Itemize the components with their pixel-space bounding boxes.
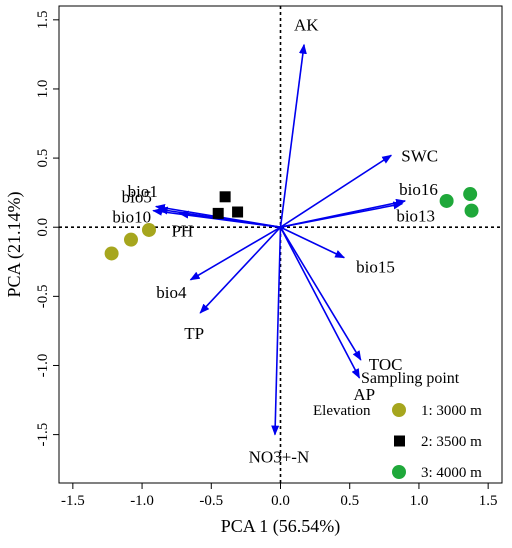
legend-marker-series-1	[392, 403, 406, 417]
x-tick-label: -1.0	[130, 493, 154, 509]
vector-bio4	[189, 226, 281, 281]
legend-label-series-1: 1: 3000 m	[421, 403, 482, 419]
sample-point-series-2	[212, 207, 224, 219]
sample-point-series-1	[104, 246, 119, 261]
sample-point-series-1	[141, 222, 156, 237]
x-tick-label: 0.0	[271, 493, 290, 509]
y-tick-label: -1.5	[35, 423, 51, 447]
vector-no3-n	[271, 227, 282, 436]
vector-bio15	[280, 226, 346, 259]
vector-label-bio1: bio1	[128, 182, 158, 201]
vector-label-bio5: bio5	[122, 187, 152, 206]
x-tick-label: 0.5	[340, 493, 359, 509]
sample-point-series-3	[463, 187, 478, 202]
y-tick-label: -1.0	[35, 354, 51, 378]
sample-point-series-2	[219, 191, 231, 203]
legend-marker-series-3	[392, 465, 406, 479]
vector-bio10	[152, 207, 281, 229]
sample-point-series-3	[464, 203, 479, 218]
y-tick-label: -0.5	[35, 284, 51, 308]
vector-label-ak: AK	[294, 16, 319, 35]
x-tick-label: -0.5	[199, 493, 223, 509]
legend-subtitle: Elevation	[313, 403, 371, 419]
vector-label-bio10: bio10	[112, 208, 151, 227]
legend-marker-series-2	[394, 435, 405, 447]
vector-swc	[280, 154, 393, 228]
x-axis-title: PCA 1 (56.54%)	[221, 516, 341, 537]
vector-label-swc: SWC	[401, 146, 438, 165]
vector-label-tp: TP	[184, 324, 204, 343]
x-tick-label: 1.0	[410, 493, 429, 509]
vector-ak	[279, 43, 307, 228]
legend-title: Sampling point	[361, 370, 460, 387]
sample-point-series-1	[123, 232, 138, 247]
sample-point-series-2	[232, 206, 244, 218]
vector-label-bio13: bio13	[396, 207, 435, 226]
sample-point-series-3	[439, 193, 454, 208]
y-tick-label: 1.5	[35, 10, 51, 29]
vector-label-ap: AP	[353, 385, 375, 404]
legend-label-series-2: 2: 3500 m	[421, 434, 482, 450]
y-axis-title: PCA (21.14%)	[4, 191, 25, 297]
vector-label-bio15: bio15	[356, 258, 395, 277]
vector-toc	[279, 226, 362, 361]
y-tick-label: 0.5	[35, 149, 51, 168]
vector-bio13	[280, 201, 404, 229]
vector-label-bio16: bio16	[399, 180, 438, 199]
vector-label-bio4: bio4	[156, 283, 187, 302]
y-tick-label: 0.0	[35, 218, 51, 237]
vector-label-ph: PH	[171, 221, 193, 240]
vector-label-no3-n: NO3+-N	[249, 448, 310, 467]
vector-tp	[199, 226, 282, 314]
vector-ap	[279, 226, 361, 379]
vector-label-toc: TOC	[369, 355, 403, 374]
y-tick-label: 1.0	[35, 80, 51, 99]
x-tick-label: 1.5	[479, 493, 498, 509]
legend-label-series-3: 3: 4000 m	[421, 465, 482, 481]
x-tick-label: -1.5	[61, 493, 85, 509]
